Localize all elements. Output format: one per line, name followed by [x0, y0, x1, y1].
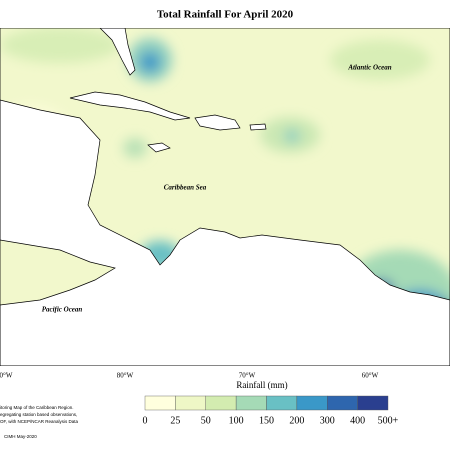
- legend-label: 50: [201, 415, 211, 426]
- legend-swatch: [266, 395, 298, 411]
- hispaniola: [194, 114, 241, 131]
- longitude-label: 0°W: [0, 372, 13, 380]
- jamaica: [147, 142, 171, 153]
- legend-title: Rainfall (mm): [236, 380, 287, 390]
- legend-label: 100: [229, 415, 244, 426]
- legend-swatch: [296, 395, 328, 411]
- legend-swatch: [205, 395, 237, 411]
- longitude-label: 70°W: [239, 372, 256, 380]
- florida: [99, 28, 136, 76]
- note-line: CIMH May-2020: [4, 434, 37, 439]
- map-title: Total Rainfall For April 2020: [157, 9, 294, 21]
- note-line: OF, with NCEP/NCAR Reanalysis Data: [0, 419, 79, 424]
- longitude-label: 60°W: [362, 372, 379, 380]
- legend: 0 25 50 100 150 200 300 400 500+: [143, 395, 399, 426]
- legend-swatch: [144, 395, 176, 411]
- central-america: [0, 99, 450, 366]
- legend-label: 150: [259, 415, 274, 426]
- cuba: [69, 91, 191, 121]
- legend-label: 400: [350, 415, 365, 426]
- ocean-label: Caribbean Sea: [164, 184, 207, 192]
- legend-swatch: [175, 395, 206, 411]
- legend-swatch: [357, 395, 389, 411]
- note-line: egregating station based observations,: [0, 412, 77, 417]
- ocean-label: Atlantic Ocean: [347, 64, 391, 72]
- longitude-label: 80°W: [117, 372, 134, 380]
- legend-swatch: [235, 395, 267, 411]
- legend-label: 25: [170, 415, 180, 426]
- ocean-label: Pacific Ocean: [42, 306, 83, 314]
- note-line: itoring Map of the Caribbean Region.: [0, 405, 74, 410]
- legend-label: 0: [143, 415, 148, 426]
- puerto-rico: [249, 123, 267, 131]
- legend-swatch: [327, 395, 358, 411]
- map-area: [0, 28, 450, 366]
- legend-label: 300: [320, 415, 335, 426]
- legend-label: 500+: [378, 415, 399, 426]
- notes: itoring Map of the Caribbean Region. egr…: [0, 405, 79, 439]
- legend-label: 200: [289, 415, 304, 426]
